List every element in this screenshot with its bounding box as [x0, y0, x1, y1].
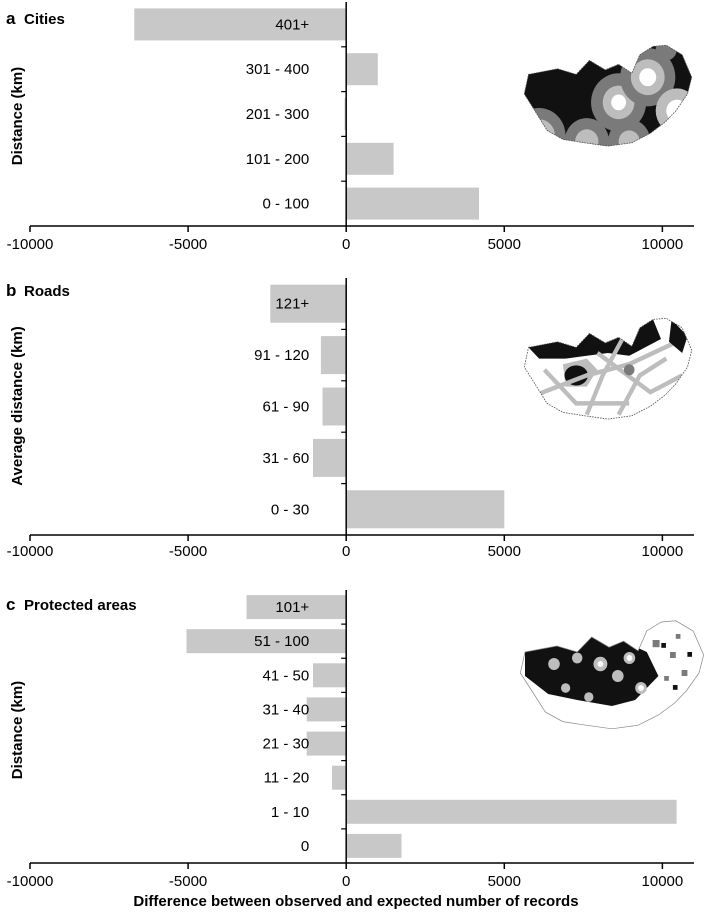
category-label-a-3: 101 - 200	[246, 151, 309, 168]
panel-c-letter: c	[6, 595, 15, 614]
x-tick-label-c-0: -10000	[7, 873, 54, 890]
x-tick-label-a-4: 10000	[642, 236, 684, 253]
panel-a-bars	[134, 8, 479, 220]
bar-a-3	[346, 142, 394, 175]
bar-c-2	[313, 663, 347, 688]
bar-b-2	[322, 387, 347, 426]
x-tick-label-b-3: 5000	[488, 543, 521, 560]
panel-a-map	[523, 44, 693, 147]
panel-c-map	[519, 620, 705, 730]
category-label-b-1: 91 - 120	[254, 347, 309, 364]
x-tick-label-b-1: -5000	[169, 543, 207, 560]
x-axis-title: Difference between observed and expected…	[133, 893, 578, 910]
category-label-c-3: 31 - 40	[262, 701, 309, 718]
bar-a-4	[346, 187, 479, 220]
category-label-b-2: 61 - 90	[262, 399, 309, 416]
panel-b-category-labels: 121+ 91 - 120 61 - 90 31 - 60 0 - 30	[254, 296, 309, 519]
category-label-c-7: 0	[301, 838, 309, 855]
panel-a-axes: -10000 -5000 0 5000 10000	[7, 2, 694, 253]
bar-c-7	[346, 833, 402, 858]
x-tick-label-a-0: -10000	[7, 236, 54, 253]
panel-b-axes: -10000 -5000 0 5000 10000	[7, 278, 694, 560]
category-label-a-1: 301 - 400	[246, 61, 309, 78]
category-label-a-2: 201 - 300	[246, 106, 309, 123]
bar-c-0	[246, 595, 347, 620]
bar-c-1	[186, 629, 347, 654]
panel-c-protected-areas: c Protected areas Distance (km) 101+ 51 -…	[6, 590, 705, 890]
x-tick-label-a-1: -5000	[169, 236, 207, 253]
category-label-a-4: 0 - 100	[262, 196, 309, 213]
category-label-b-4: 0 - 30	[271, 501, 309, 518]
panel-a-cities: a Cities Distance (km) 401+ 301 - 400 201 …	[6, 2, 694, 253]
x-tick-label-c-2: 0	[342, 873, 350, 890]
panel-a-title: Cities	[24, 11, 65, 28]
category-label-c-6: 1 - 10	[271, 804, 309, 821]
bar-a-2	[344, 98, 347, 130]
bar-b-3	[313, 438, 347, 477]
x-tick-label-b-4: 10000	[642, 543, 684, 560]
category-label-c-1: 51 - 100	[254, 633, 309, 650]
x-tick-label-b-0: -10000	[7, 543, 54, 560]
bar-c-3	[306, 697, 347, 722]
panel-c-axes: -10000 -5000 0 5000 10000	[7, 590, 694, 890]
panel-b-bars	[270, 284, 505, 529]
panel-c-bars	[186, 595, 677, 858]
category-label-a-0: 401+	[275, 16, 309, 33]
x-tick-label-c-1: -5000	[169, 873, 207, 890]
panel-c-title: Protected areas	[24, 597, 137, 614]
bar-c-4	[306, 731, 347, 756]
x-tick-label-a-3: 5000	[488, 236, 521, 253]
panel-b-roads: b Roads Average distance (km) 121+ 91 - 1…	[6, 278, 694, 560]
bar-a-1	[346, 53, 378, 86]
category-label-c-5: 11 - 20	[264, 770, 310, 787]
bar-c-5	[332, 765, 347, 790]
bar-b-0	[270, 284, 347, 323]
category-label-c-2: 41 - 50	[262, 667, 309, 684]
panel-b-title: Roads	[24, 283, 70, 300]
panel-b-letter: b	[6, 281, 16, 300]
bar-a-0	[134, 8, 347, 41]
x-tick-label-c-4: 10000	[642, 873, 684, 890]
panel-a-ylabel: Distance (km)	[9, 67, 26, 165]
panel-c-ylabel: Distance (km)	[9, 681, 26, 779]
bar-b-4	[346, 490, 505, 529]
bar-b-1	[320, 336, 347, 375]
panel-c-category-labels: 101+ 51 - 100 41 - 50 31 - 40 21 - 30 11 - 20…	[254, 599, 309, 855]
category-label-c-4: 21 - 30	[262, 736, 309, 753]
x-tick-label-c-3: 5000	[488, 873, 521, 890]
panel-b-map	[523, 317, 693, 420]
panel-b-ylabel: Average distance (km)	[9, 326, 26, 486]
x-tick-label-a-2: 0	[342, 236, 350, 253]
category-label-c-0: 101+	[275, 599, 309, 616]
bar-c-6	[346, 799, 677, 824]
category-label-b-3: 31 - 60	[262, 450, 309, 467]
x-tick-label-b-2: 0	[342, 543, 350, 560]
panel-a-category-labels: 401+ 301 - 400 201 - 300 101 - 200 0 - 100	[246, 16, 310, 212]
category-label-b-0: 121+	[275, 296, 309, 313]
panel-a-letter: a	[6, 9, 16, 28]
